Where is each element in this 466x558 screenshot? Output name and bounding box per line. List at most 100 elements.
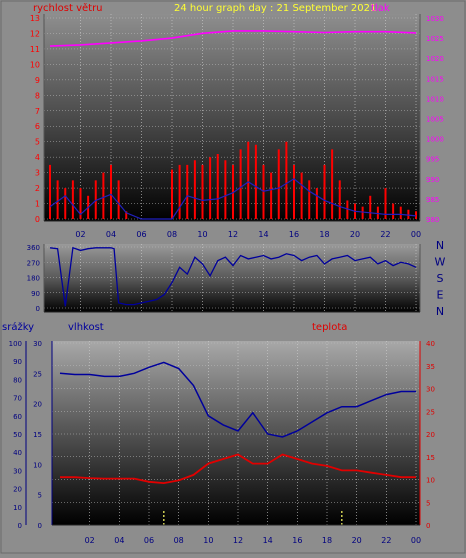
- pressure-y-tick-label: 980: [426, 216, 439, 224]
- temperature-y-tick-label: 5: [426, 499, 430, 507]
- pressure-y-tick-label: 1005: [426, 116, 444, 124]
- wind-x-tick-label: 18: [319, 230, 329, 239]
- humidity-x-tick-label: 06: [144, 536, 154, 545]
- rain-y-tick-label: 100: [9, 340, 22, 348]
- compass-label: N: [436, 305, 444, 318]
- rain-y-tick-label: 0: [18, 522, 22, 530]
- rain-y-tick-label: 40: [13, 449, 22, 457]
- rain-y-tick-label: 80: [13, 376, 22, 384]
- direction-y-tick-label: 180: [27, 275, 40, 283]
- humidity-temperature-plot-area: [52, 341, 420, 525]
- humidity-x-tick-label: 04: [114, 536, 124, 545]
- pressure-y-tick-label: 1010: [426, 95, 444, 103]
- pressure-y-tick-label: 990: [426, 176, 439, 184]
- wind-x-tick-label: 14: [258, 230, 268, 239]
- pressure-line: [49, 30, 417, 47]
- humidity-x-tick-label: 20: [352, 536, 362, 545]
- humidity-x-tick-label: 22: [381, 536, 391, 545]
- humidity-y-tick-label: 5: [38, 492, 42, 500]
- wind-x-tick-label: 10: [197, 230, 207, 239]
- humidity-x-tick-label: 18: [322, 536, 332, 545]
- direction-grid: [44, 244, 420, 312]
- compass-label: W: [435, 256, 446, 269]
- temperature-y-tick-label: 15: [426, 454, 435, 462]
- humidity-temperature-axes: 02 04 06 08 10 12 14 16 18 20 22 000510152025303540…: [9, 340, 435, 545]
- wind-y-tick-label: 0: [35, 215, 40, 224]
- wind-y-tick-label: 7: [35, 107, 40, 116]
- rain-y-tick-label: 50: [13, 431, 22, 439]
- wind-y-tick-label: 8: [35, 91, 40, 100]
- wind-speed-line: [49, 178, 417, 220]
- rain-y-tick-label: 70: [13, 395, 22, 403]
- chart-title: 24 hour graph day : 21 September 2021: [174, 3, 376, 14]
- wind-y-tick-label: 6: [35, 122, 40, 131]
- wind-y-tick-label: 3: [35, 169, 40, 178]
- direction-y-tick-label: 270: [27, 259, 40, 267]
- temperature-y-tick-label: 35: [426, 363, 435, 371]
- rain-y-tick-label: 20: [13, 486, 22, 494]
- rain-y-tick-label: 30: [13, 467, 22, 475]
- wind-x-tick-label: 06: [136, 230, 146, 239]
- direction-series: [49, 246, 417, 307]
- wind-y-tick-label: 1: [35, 200, 40, 209]
- wind-label: rychlost větru: [33, 2, 103, 14]
- humidity-y-tick-label: 30: [33, 340, 42, 348]
- wind-x-tick-label: 12: [228, 230, 238, 239]
- wind-pressure-axes: 02 04 06 08 10 12 14 16 18 20 22 000123456789101112…: [30, 14, 444, 239]
- humidity-x-tick-label: 02: [85, 536, 95, 545]
- wind-x-tick-label: 20: [350, 230, 360, 239]
- compass-label: N: [436, 239, 444, 252]
- direction-plot-area: [44, 244, 420, 312]
- wind-y-tick-label: 9: [35, 76, 40, 85]
- wind-x-tick-label: 08: [167, 230, 177, 239]
- wind-y-tick-label: 4: [35, 153, 40, 162]
- wind-pressure-series: [49, 30, 417, 220]
- humidity-x-tick-label: 08: [174, 536, 184, 545]
- temperature-y-tick-label: 20: [426, 431, 435, 439]
- humidity-label: vlhkost: [68, 322, 104, 333]
- pressure-label: tlak: [371, 3, 390, 14]
- pressure-y-tick-label: 985: [426, 196, 439, 204]
- wind-x-tick-label: 22: [380, 230, 390, 239]
- wind-y-tick-label: 2: [35, 184, 40, 193]
- wind-x-tick-label: 16: [289, 230, 299, 239]
- humidity-x-tick-label: 16: [292, 536, 302, 545]
- wind-y-tick-label: 12: [30, 29, 40, 38]
- rain-label: srážky: [2, 321, 34, 333]
- direction-y-tick-label: 0: [36, 305, 40, 313]
- compass-label: E: [437, 289, 444, 302]
- temperature-line: [60, 453, 416, 485]
- humidity-temperature-grid: [52, 341, 420, 526]
- humidity-y-tick-label: 15: [33, 431, 42, 439]
- temperature-y-tick-label: 30: [426, 386, 435, 394]
- humidity-y-tick-label: 10: [33, 461, 42, 469]
- pressure-y-tick-label: 1020: [426, 55, 444, 63]
- humidity-y-tick-label: 20: [33, 401, 42, 409]
- pressure-y-tick-label: 1015: [426, 75, 444, 83]
- direction-y-tick-label: 90: [31, 290, 40, 298]
- humidity-y-tick-label: 0: [38, 522, 42, 530]
- wind-y-tick-label: 13: [30, 14, 40, 23]
- compass-label: S: [437, 272, 444, 285]
- wind-y-tick-label: 5: [35, 138, 40, 147]
- humidity-x-tick-label: 12: [233, 536, 243, 545]
- wind-x-tick-label: 04: [106, 230, 116, 239]
- humidity-y-tick-label: 25: [33, 370, 42, 378]
- temperature-y-tick-label: 40: [426, 340, 435, 348]
- temperature-y-tick-label: 10: [426, 477, 435, 485]
- temperature-y-tick-label: 25: [426, 408, 435, 416]
- wind-x-tick-label: 00: [411, 230, 421, 239]
- wind-x-tick-label: 02: [75, 230, 85, 239]
- humidity-x-tick-label: 00: [411, 536, 421, 545]
- pressure-y-tick-label: 1025: [426, 35, 444, 43]
- wind-y-tick-label: 11: [30, 45, 40, 54]
- rain-y-tick-label: 60: [13, 413, 22, 421]
- pressure-y-tick-label: 1030: [426, 15, 444, 23]
- rain-y-tick-label: 10: [13, 504, 22, 512]
- pressure-y-tick-label: 1000: [426, 136, 444, 144]
- humidity-x-tick-label: 10: [203, 536, 213, 545]
